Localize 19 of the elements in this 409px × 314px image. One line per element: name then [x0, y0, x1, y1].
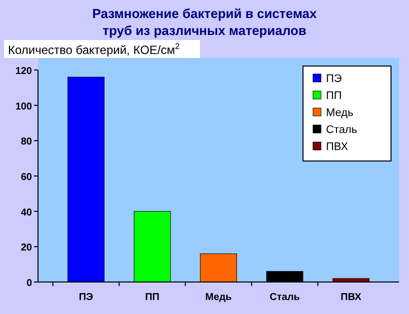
y-tick-label: 100 — [15, 101, 32, 112]
chart-title: Размножение бактерий в системах труб из различных материалов — [92, 6, 318, 38]
y-tick-label: 40 — [20, 207, 32, 218]
legend-label: ПП — [326, 90, 342, 102]
y-tick-label: 0 — [26, 278, 32, 289]
legend-label: Сталь — [326, 124, 358, 136]
legend-label: ПЭ — [326, 73, 342, 85]
x-tick-label: ПВХ — [340, 292, 362, 303]
y-tick-label: 120 — [15, 66, 32, 77]
y-tick-label: 20 — [20, 242, 32, 254]
x-tick-label: ПП — [145, 292, 160, 303]
legend-label: ПВХ — [326, 141, 349, 153]
y-tick-label: 80 — [20, 136, 32, 148]
x-tick-label: Сталь — [270, 292, 300, 303]
x-tick-label: Медь — [205, 292, 232, 303]
legend-label: Медь — [326, 107, 354, 119]
y-tick-label: 60 — [20, 172, 32, 183]
x-tick-label: ПЭ — [78, 292, 94, 303]
y-axis-title: Количество бактерий, КОЕ/см$^{2}$ — [8, 41, 180, 57]
